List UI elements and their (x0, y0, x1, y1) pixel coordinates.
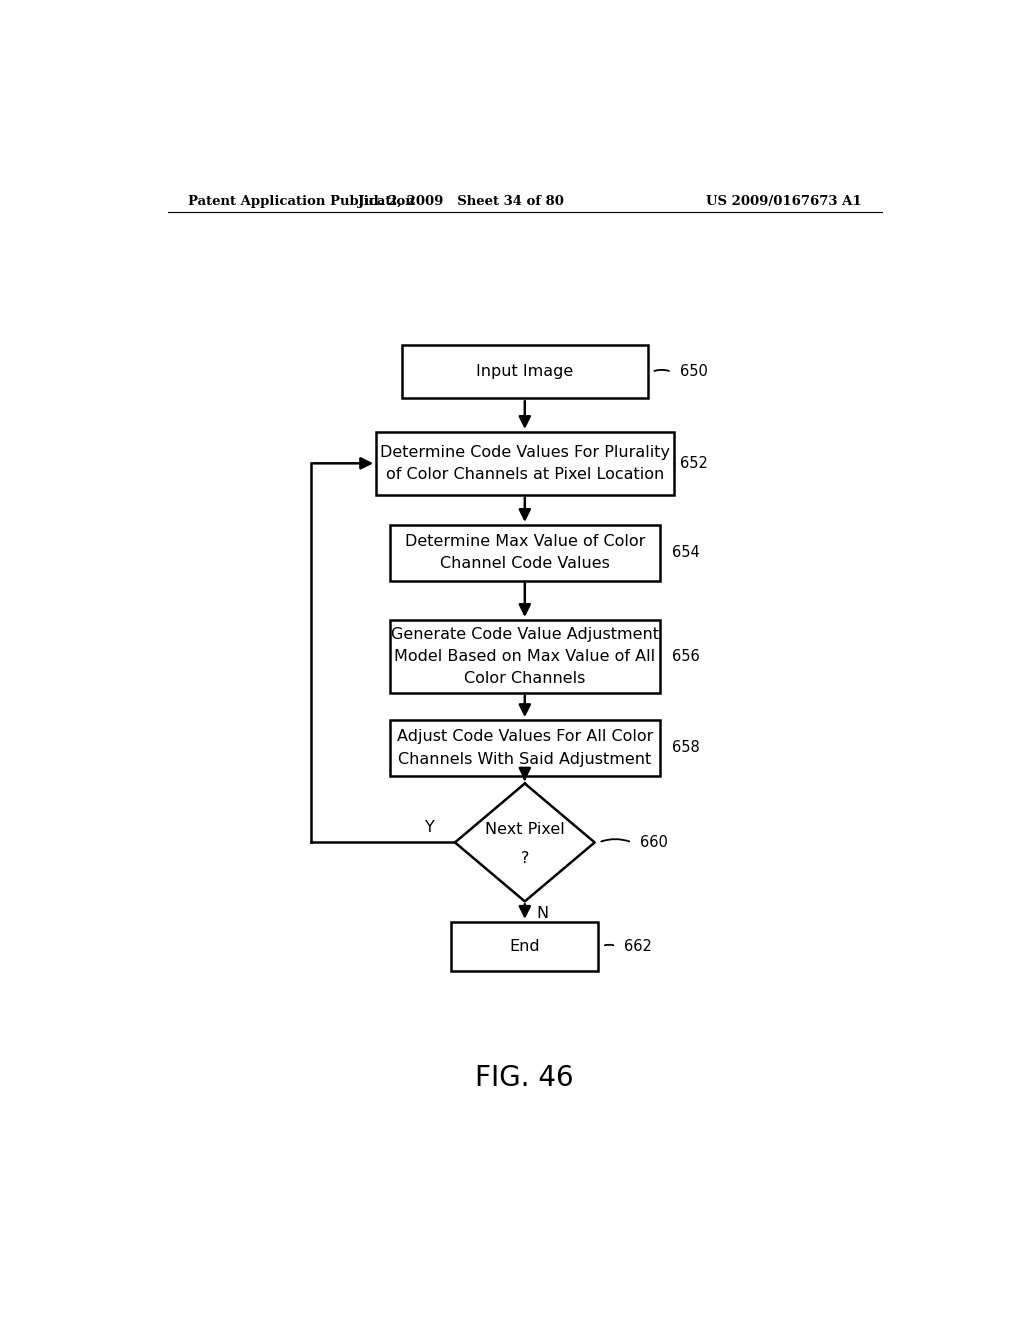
Text: 662: 662 (624, 939, 652, 953)
Text: US 2009/0167673 A1: US 2009/0167673 A1 (707, 194, 862, 207)
FancyBboxPatch shape (452, 921, 598, 970)
Text: Generate Code Value Adjustment: Generate Code Value Adjustment (391, 627, 658, 642)
Text: Determine Max Value of Color: Determine Max Value of Color (404, 535, 645, 549)
FancyBboxPatch shape (401, 346, 648, 399)
Text: End: End (510, 939, 540, 953)
FancyBboxPatch shape (376, 432, 674, 495)
Text: 652: 652 (680, 455, 708, 471)
Text: Y: Y (425, 820, 435, 834)
Text: Input Image: Input Image (476, 364, 573, 379)
Text: Color Channels: Color Channels (464, 672, 586, 686)
Text: Jul. 2, 2009   Sheet 34 of 80: Jul. 2, 2009 Sheet 34 of 80 (358, 194, 564, 207)
Text: N: N (537, 907, 549, 921)
Text: Determine Code Values For Plurality: Determine Code Values For Plurality (380, 445, 670, 459)
Text: FIG. 46: FIG. 46 (475, 1064, 574, 1092)
Text: Adjust Code Values For All Color: Adjust Code Values For All Color (396, 729, 653, 744)
Text: 660: 660 (640, 836, 668, 850)
FancyBboxPatch shape (390, 525, 659, 581)
Text: Model Based on Max Value of All: Model Based on Max Value of All (394, 649, 655, 664)
Text: Channels With Said Adjustment: Channels With Said Adjustment (398, 751, 651, 767)
FancyBboxPatch shape (390, 620, 659, 693)
Polygon shape (455, 784, 595, 902)
Text: ?: ? (520, 851, 529, 866)
Text: Next Pixel: Next Pixel (485, 822, 564, 837)
Text: 650: 650 (680, 364, 708, 379)
Text: of Color Channels at Pixel Location: of Color Channels at Pixel Location (386, 467, 664, 482)
Text: 658: 658 (672, 741, 699, 755)
FancyBboxPatch shape (390, 719, 659, 776)
Text: 654: 654 (672, 545, 699, 560)
Text: Patent Application Publication: Patent Application Publication (187, 194, 415, 207)
Text: Channel Code Values: Channel Code Values (440, 557, 609, 572)
Text: 656: 656 (672, 649, 699, 664)
